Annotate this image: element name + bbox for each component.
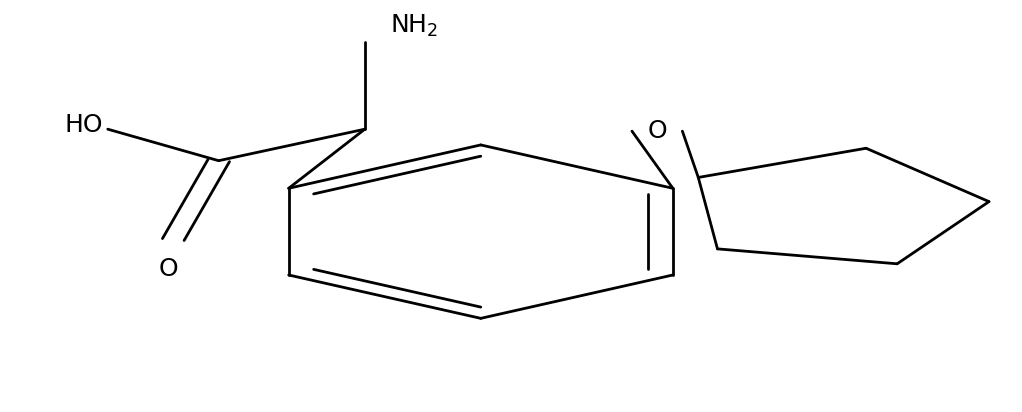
Text: O: O bbox=[647, 119, 667, 143]
Text: O: O bbox=[158, 257, 178, 281]
Text: HO: HO bbox=[64, 113, 103, 137]
Text: NH$_2$: NH$_2$ bbox=[390, 12, 438, 39]
